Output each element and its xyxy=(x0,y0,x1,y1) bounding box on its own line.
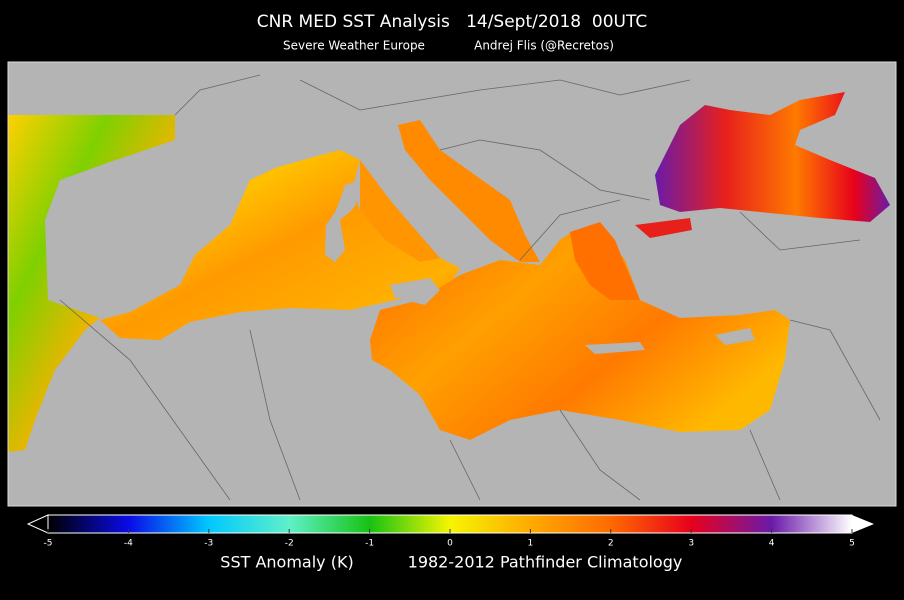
author: Andrej Flis (@Recretos) xyxy=(474,39,614,53)
colorbar-tick-label: 4 xyxy=(769,539,775,549)
source: Severe Weather Europe xyxy=(283,39,425,53)
colorbar-tick-label: -3 xyxy=(204,539,213,549)
adriatic xyxy=(398,120,540,262)
colorbar-tick-label: -4 xyxy=(124,539,133,549)
crete xyxy=(585,342,645,354)
colorbar-tick-label: -5 xyxy=(44,539,53,549)
colorbar-tick-label: 0 xyxy=(447,539,453,549)
colorbar-tick-label: -2 xyxy=(285,539,294,549)
cyprus xyxy=(715,328,755,345)
marmara xyxy=(635,218,692,238)
map-frame xyxy=(7,61,897,507)
colorbar-tick-label: 3 xyxy=(688,539,694,549)
eastern-med xyxy=(370,230,790,440)
black-sea xyxy=(655,92,890,222)
colorbar-max-arrow xyxy=(852,515,874,533)
tyrrhenian xyxy=(360,160,440,262)
aegean xyxy=(570,222,640,300)
western-med xyxy=(100,150,460,340)
sicily xyxy=(390,278,440,305)
colorbar-min-arrow xyxy=(26,514,49,534)
atlantic xyxy=(8,115,175,452)
colorbar-tick-label: 5 xyxy=(849,539,855,549)
colorbar-tick-label: 1 xyxy=(528,539,534,549)
colorbar-tick-label: -1 xyxy=(365,539,374,549)
title: CNR MED SST Analysis 14/Sept/2018 00UTC xyxy=(257,12,648,32)
colorbar-tick-label: 2 xyxy=(608,539,614,549)
sardinia-corsica xyxy=(325,182,356,262)
colorbar-label: SST Anomaly (K) xyxy=(220,553,353,572)
climatology: 1982-2012 Pathfinder Climatology xyxy=(408,553,683,572)
colorbar xyxy=(26,514,874,534)
map xyxy=(7,61,897,507)
borders xyxy=(59,74,881,501)
